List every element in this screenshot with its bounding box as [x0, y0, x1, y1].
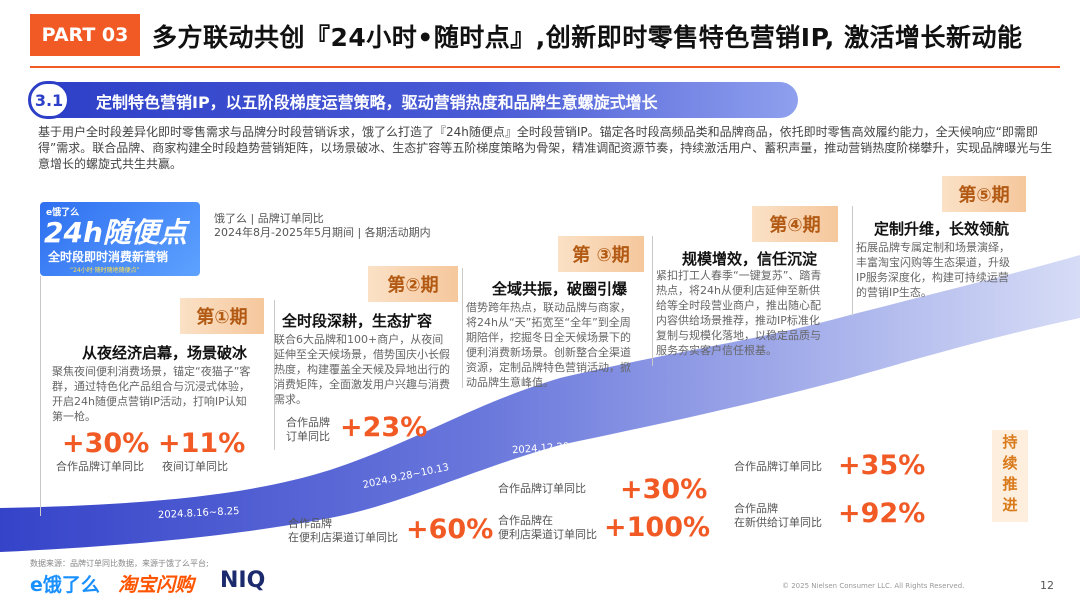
metric-note-period: 2024年8月-2025年5月期间 | 各期活动期内: [214, 226, 431, 239]
stage-1-heading: 从夜经济启幕，场景破冰: [82, 344, 248, 362]
campaign-logo: e饿了么 24h随便点 全时段即时消费新营销 “24小时·随时随地随便点”: [40, 202, 200, 276]
stage-5-heading: 定制升维，长效领航: [874, 220, 1010, 238]
metric-note-source: 饿了么 | 品牌订单同比: [214, 212, 324, 225]
taobao-flash-logo: 淘宝闪购: [118, 574, 195, 596]
growth-band-shape: [0, 255, 1080, 552]
stage-5-pole: [852, 206, 853, 316]
stage-4-metric-2-label: 合作品牌 在新供给订单同比: [734, 502, 822, 530]
stage-2-metric-2-label-b: 在便利店渠道订单同比: [288, 531, 398, 544]
stage-2-metric-2-label: 合作品牌 在便利店渠道订单同比: [288, 517, 398, 545]
stage-2-badge: 第②期: [368, 266, 458, 302]
stage-1-metric-1-value: +30%: [62, 428, 150, 459]
stage-2-metric-1-value: +23%: [340, 412, 428, 443]
niq-logo: NIQ: [220, 568, 266, 593]
stage-2-desc: 联合6大品牌和100+商户，从夜间延伸至全天候场景，借势国庆小长假热度，构建覆盖…: [274, 333, 450, 406]
stage-2-metric-2-label-a: 合作品牌: [288, 517, 332, 530]
stage-3-metric-2-label: 合作品牌在 便利店渠道订单同比: [498, 514, 597, 542]
intro-paragraph: 基于用户全时段差异化即时零售需求与品牌分时段营销诉求，饿了么打造了『24h随便点…: [38, 125, 1053, 171]
stage-3-badge: 第 ③期: [558, 236, 644, 272]
stage-3-metric-2-value: +100%: [604, 512, 711, 543]
stage-2-metric-1-label: 合作品牌 订单同比: [286, 416, 330, 444]
stage-1-desc: 聚焦夜间便利消费场景，锚定“夜猫子”客群，通过特色化产品组合与沉浸式体验，开启2…: [52, 365, 251, 423]
stage-4-badge: 第④期: [752, 206, 838, 242]
page-number: 12: [1040, 579, 1054, 592]
stage-2-metric-1-label-a: 合作品牌: [286, 416, 330, 429]
stage-3-desc: 借势跨年热点，联动品牌与商家，将24h从“天”拓宽至“全年”到全周期陪伴，挖掘冬…: [466, 301, 631, 389]
stage-3-heading: 全域共振，破圈引爆: [492, 280, 628, 298]
logo-main-text: 24h随便点: [44, 216, 187, 249]
section-bar: [30, 82, 798, 118]
stage-2-pole: [274, 300, 275, 450]
stage-1-metric-2-label: 夜间订单同比: [162, 460, 228, 473]
eleme-logo: e饿了么: [30, 574, 100, 596]
stage-2-metric-2-value: +60%: [406, 514, 494, 545]
stage-4-metric-2-label-a: 合作品牌: [734, 502, 778, 515]
stage-4-metric-2-label-b: 在新供给订单同比: [734, 516, 822, 529]
stage-1-badge: 第①期: [180, 298, 264, 334]
copyright: © 2025 Nielsen Consumer LLC. All Rights …: [782, 582, 965, 590]
stage-4-metric-2-value: +92%: [838, 498, 926, 529]
stage-1-metric-1-label: 合作品牌订单同比: [56, 460, 144, 473]
logo-tagline: “24小时·随时随地随便点”: [70, 267, 140, 274]
stage-3-metric-1-value: +30%: [620, 474, 708, 505]
page-title: 多方联动共创『24小时•随时点』,创新即时零售特色营销IP, 激活增长新动能: [152, 23, 1023, 52]
logo-brand: e饿了么: [46, 208, 80, 218]
stage-3-pole: [462, 268, 463, 388]
stage-4-desc: 紧扣打工人春季“一键复苏”、踏青热点，将24h从便利店延伸至新供给等全时段营业商…: [656, 269, 822, 357]
continue-tag: 持续推进: [992, 430, 1028, 522]
stage-5-badge: 第⑤期: [942, 176, 1026, 212]
stage-4-pole: [652, 236, 653, 366]
stage-3-metric-2-label-a: 合作品牌在: [498, 514, 553, 527]
logo-subtitle: 全时段即时消费新营销: [48, 250, 169, 264]
stage-1-metric-2-value: +11%: [158, 428, 246, 459]
stage-4-metric-1-value: +35%: [838, 450, 926, 481]
stage-3-metric-2-label-b: 便利店渠道订单同比: [498, 528, 597, 541]
title-divider: [30, 66, 1060, 68]
part-label: PART 03: [30, 14, 140, 56]
stage-4-metric-1-label: 合作品牌订单同比: [734, 460, 822, 473]
section-title: 定制特色营销IP，以五阶段梯度运营策略，驱动营销热度和品牌生意螺旋式增长: [96, 93, 658, 112]
stage-4-heading: 规模增效，信任沉淀: [682, 250, 818, 268]
stage-2-metric-1-label-b: 订单同比: [286, 430, 330, 443]
section-number: 3.1: [28, 81, 70, 119]
data-source-note: 数据来源：品牌订单同比数据，来源于饿了么平台;: [30, 559, 209, 568]
stage-5-desc: 拓展品牌专属定制和场景演绎，丰富淘宝闪购等生态渠道，升级IP服务深度化，构建可持…: [856, 241, 1010, 299]
stage-3-metric-1-label: 合作品牌订单同比: [498, 482, 586, 495]
stage-1-pole: [40, 276, 41, 516]
stage-2-heading: 全时段深耕，生态扩容: [282, 312, 433, 330]
